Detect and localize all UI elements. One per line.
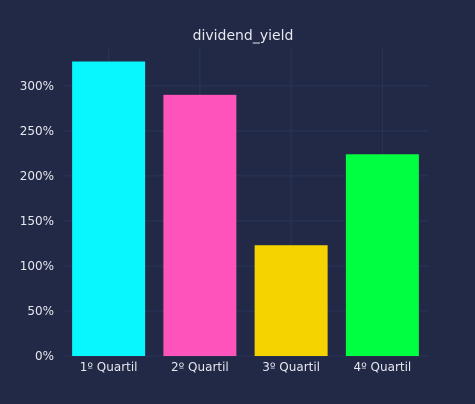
y-tick-label: 300% [20, 79, 54, 93]
y-tick-label: 150% [20, 214, 54, 228]
x-tick-label: 1º Quartil [80, 360, 138, 374]
y-tick-label: 250% [20, 124, 54, 138]
y-tick-label: 200% [20, 169, 54, 183]
bar [163, 94, 237, 356]
y-tick-label: 100% [20, 259, 54, 273]
bar [345, 154, 419, 356]
bar-layer [72, 61, 419, 356]
bar [254, 245, 328, 356]
x-tick-label: 4º Quartil [353, 360, 411, 374]
y-axis-ticks: 0% 50% 100% 150% 200% 250% 300% [20, 79, 54, 363]
chart-title: dividend_yield [193, 28, 294, 44]
y-tick-label: 0% [35, 349, 54, 363]
x-tick-label: 2º Quartil [171, 360, 229, 374]
x-axis-ticks: 1º Quartil 2º Quartil 3º Quartil 4º Quartil [80, 360, 412, 374]
x-tick-label: 3º Quartil [262, 360, 320, 374]
y-tick-label: 50% [27, 304, 54, 318]
bar [72, 61, 146, 356]
